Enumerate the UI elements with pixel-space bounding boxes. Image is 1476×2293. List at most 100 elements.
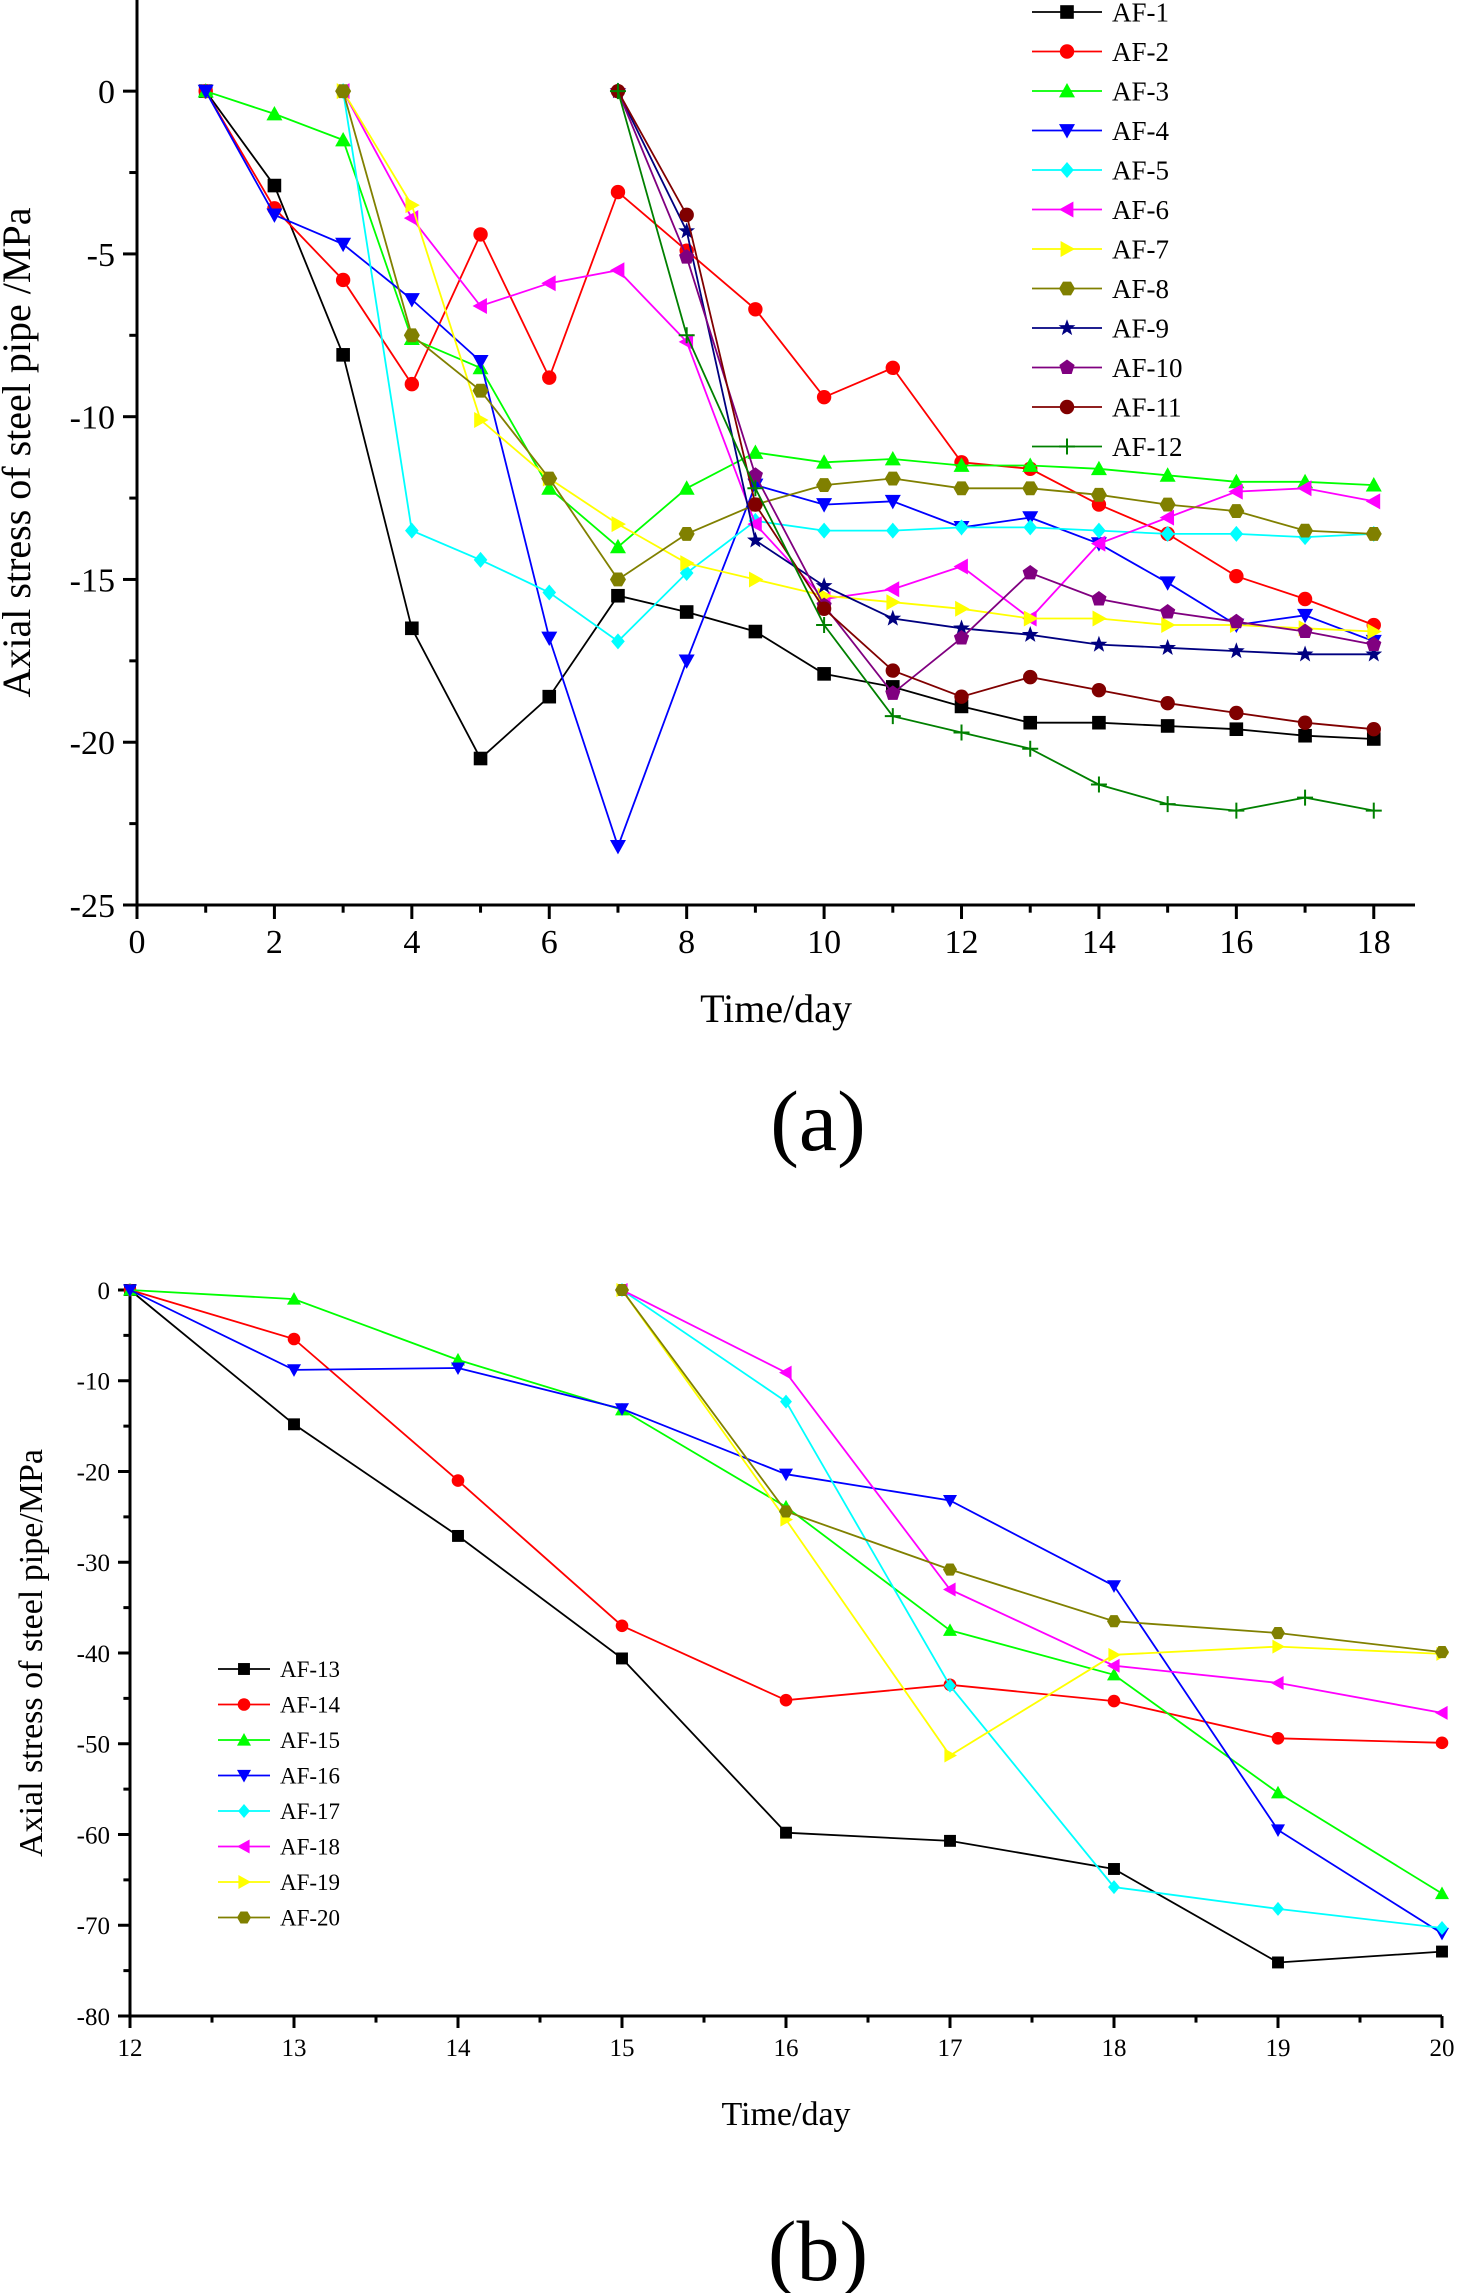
- x-tick-label: 15: [610, 2035, 635, 2062]
- legend-marker: [237, 1911, 251, 1924]
- data-point: [474, 411, 489, 428]
- data-point: [678, 327, 695, 344]
- data-point: [943, 1623, 957, 1636]
- data-point: [1090, 460, 1107, 476]
- x-tick-label: 10: [807, 924, 841, 961]
- data-point: [1161, 617, 1176, 634]
- data-point: [944, 1834, 956, 1847]
- y-axis-label: Axial stress of steel pipe /MPa: [0, 207, 39, 697]
- series-af-9: [609, 82, 1383, 662]
- data-point: [1365, 477, 1382, 492]
- data-point: [1297, 591, 1313, 607]
- data-point: [542, 689, 557, 704]
- legend-marker: [237, 1839, 250, 1854]
- legend-marker: [1059, 281, 1075, 296]
- data-point: [679, 207, 694, 223]
- data-point: [609, 538, 626, 554]
- data-point: [287, 1332, 301, 1346]
- data-point: [1272, 1956, 1284, 1969]
- data-point: [954, 699, 969, 714]
- data-point: [678, 654, 695, 669]
- data-point: [1271, 1785, 1285, 1799]
- data-point: [1160, 719, 1175, 733]
- data-point: [335, 84, 352, 99]
- data-point: [1435, 1886, 1449, 1900]
- data-point: [1159, 576, 1176, 591]
- x-tick-label: 16: [1219, 924, 1253, 961]
- y-tick-label: 0: [98, 74, 115, 111]
- data-point: [123, 1284, 137, 1297]
- x-tick-label: 13: [282, 2035, 307, 2062]
- data-point: [953, 630, 970, 645]
- data-point: [335, 272, 351, 288]
- data-point: [884, 494, 901, 510]
- legend-label: AF-10: [1112, 353, 1183, 383]
- data-point: [335, 237, 352, 253]
- data-point: [1107, 1580, 1121, 1593]
- series-af-4: [197, 84, 1382, 855]
- data-point: [886, 594, 901, 611]
- data-point: [815, 577, 833, 594]
- data-point: [884, 451, 901, 466]
- y-tick-label: -60: [77, 1822, 110, 1849]
- data-point: [1107, 1694, 1121, 1708]
- legend-marker: [1059, 83, 1075, 98]
- data-point: [1022, 564, 1038, 580]
- data-point: [1298, 728, 1312, 743]
- series-line: [204, 90, 1374, 760]
- series-line: [204, 90, 1375, 626]
- data-point: [884, 609, 902, 626]
- data-point: [1090, 776, 1107, 793]
- data-point: [403, 328, 420, 343]
- series-af-16: [123, 1284, 1449, 1941]
- data-point: [1159, 497, 1176, 512]
- data-point: [1023, 715, 1038, 730]
- x-tick-label: 8: [678, 924, 695, 961]
- data-point: [1022, 511, 1039, 526]
- data-point: [816, 617, 833, 634]
- data-point: [1108, 1647, 1121, 1662]
- data-point: [473, 227, 488, 242]
- legend-label: AF-2: [1112, 37, 1169, 67]
- data-point: [336, 348, 350, 362]
- data-point: [1160, 695, 1175, 711]
- x-tick-label: 2: [266, 924, 283, 961]
- data-point: [541, 471, 558, 486]
- legend-marker: [1059, 124, 1075, 139]
- series-line: [129, 1289, 1443, 1964]
- series-line: [205, 90, 1374, 549]
- legend-marker: [237, 1733, 251, 1746]
- data-point: [816, 478, 833, 492]
- data-point: [1092, 610, 1107, 627]
- data-point: [816, 601, 832, 616]
- data-point: [1107, 1658, 1120, 1673]
- series-line: [342, 91, 1374, 643]
- legend-marker: [1059, 201, 1074, 218]
- series-line: [617, 90, 1374, 812]
- legend-label: AF-7: [1112, 234, 1169, 264]
- data-point: [1367, 623, 1382, 640]
- series-line: [342, 90, 1374, 581]
- data-point: [1229, 705, 1244, 721]
- data-point: [473, 551, 488, 568]
- data-point: [1365, 526, 1382, 541]
- data-point: [944, 1748, 957, 1763]
- data-point: [747, 516, 762, 533]
- data-point: [609, 262, 625, 279]
- data-point: [1023, 610, 1039, 627]
- y-tick-label: -15: [70, 562, 115, 599]
- data-point: [1297, 608, 1314, 624]
- series-af-3: [197, 83, 1382, 554]
- data-point: [405, 522, 419, 539]
- x-tick-label: 19: [1266, 2035, 1291, 2062]
- panel-a-label: (a): [770, 1073, 865, 1169]
- data-point: [954, 689, 969, 704]
- data-point: [1159, 796, 1176, 813]
- data-point: [1023, 519, 1038, 536]
- legend-label: AF-5: [1112, 155, 1169, 185]
- data-point: [1365, 645, 1383, 662]
- legend-marker: [1059, 438, 1075, 455]
- data-point: [267, 178, 282, 193]
- data-point: [542, 370, 557, 385]
- data-point: [1297, 715, 1313, 730]
